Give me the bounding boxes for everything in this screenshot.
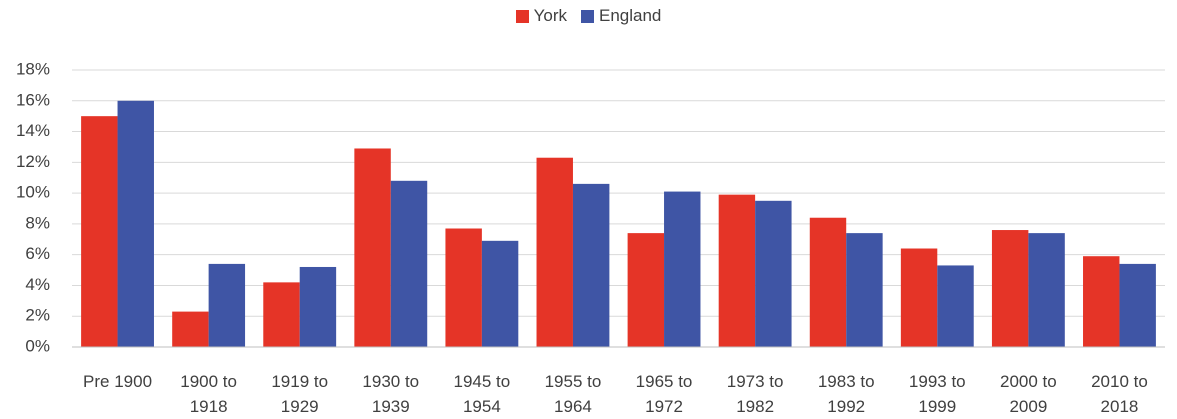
bar [627,233,665,347]
bar [718,194,756,347]
bar [664,191,701,347]
legend-swatch [581,9,594,23]
x-tick-label: 1945 to 1954 [453,372,511,416]
y-tick-label: 10% [16,183,50,202]
x-tick-label: Pre 1900 [83,372,153,391]
bar [536,157,573,347]
bar [755,200,792,347]
y-tick-label: 14% [16,121,50,140]
x-tick-label: 1930 to 1939 [362,372,420,416]
y-tick-label: 16% [16,90,50,109]
legend-item: England [581,6,661,26]
legend-swatch [515,9,529,23]
x-tick-label: 1919 to 1929 [271,372,329,416]
y-tick-label: 0% [25,336,50,355]
legend-item: York [515,6,567,26]
bar [809,217,847,347]
x-tick-label: 1993 to 1999 [908,372,966,416]
bar [172,311,209,347]
y-tick-label: 4% [25,275,50,294]
x-tick-label: 1965 to 1972 [635,372,693,416]
bar [1028,233,1065,347]
bar [991,230,1029,347]
bar [299,266,337,347]
bar [846,233,883,347]
y-tick-label: 6% [25,244,50,263]
x-tick-label: 2010 to 2018 [1091,372,1148,416]
bar [263,282,300,347]
bar [1119,263,1156,347]
x-tick-label: 1973 to 1982 [726,372,784,416]
bar [208,263,246,347]
legend-label: York [533,6,567,25]
bar [445,228,482,347]
legend-label: England [599,6,662,25]
x-tick-label: 1955 to 1964 [544,372,602,416]
bar [937,265,974,347]
bar [1083,256,1120,347]
bar [117,100,154,348]
bar [354,148,391,347]
x-tick-label: 2000 to 2009 [1000,372,1057,416]
y-tick-label: 12% [16,152,50,171]
bar [481,240,519,347]
bar [572,183,610,347]
x-tick-label: 1900 to 1918 [180,372,237,416]
legend: York England [0,6,1177,26]
bar [81,116,118,348]
y-tick-label: 2% [25,306,50,325]
bar [390,180,428,347]
y-tick-label: 8% [25,213,50,232]
y-tick-label: 18% [16,59,50,78]
bar [900,248,938,347]
x-tick-label: 1983 to 1992 [817,372,875,416]
